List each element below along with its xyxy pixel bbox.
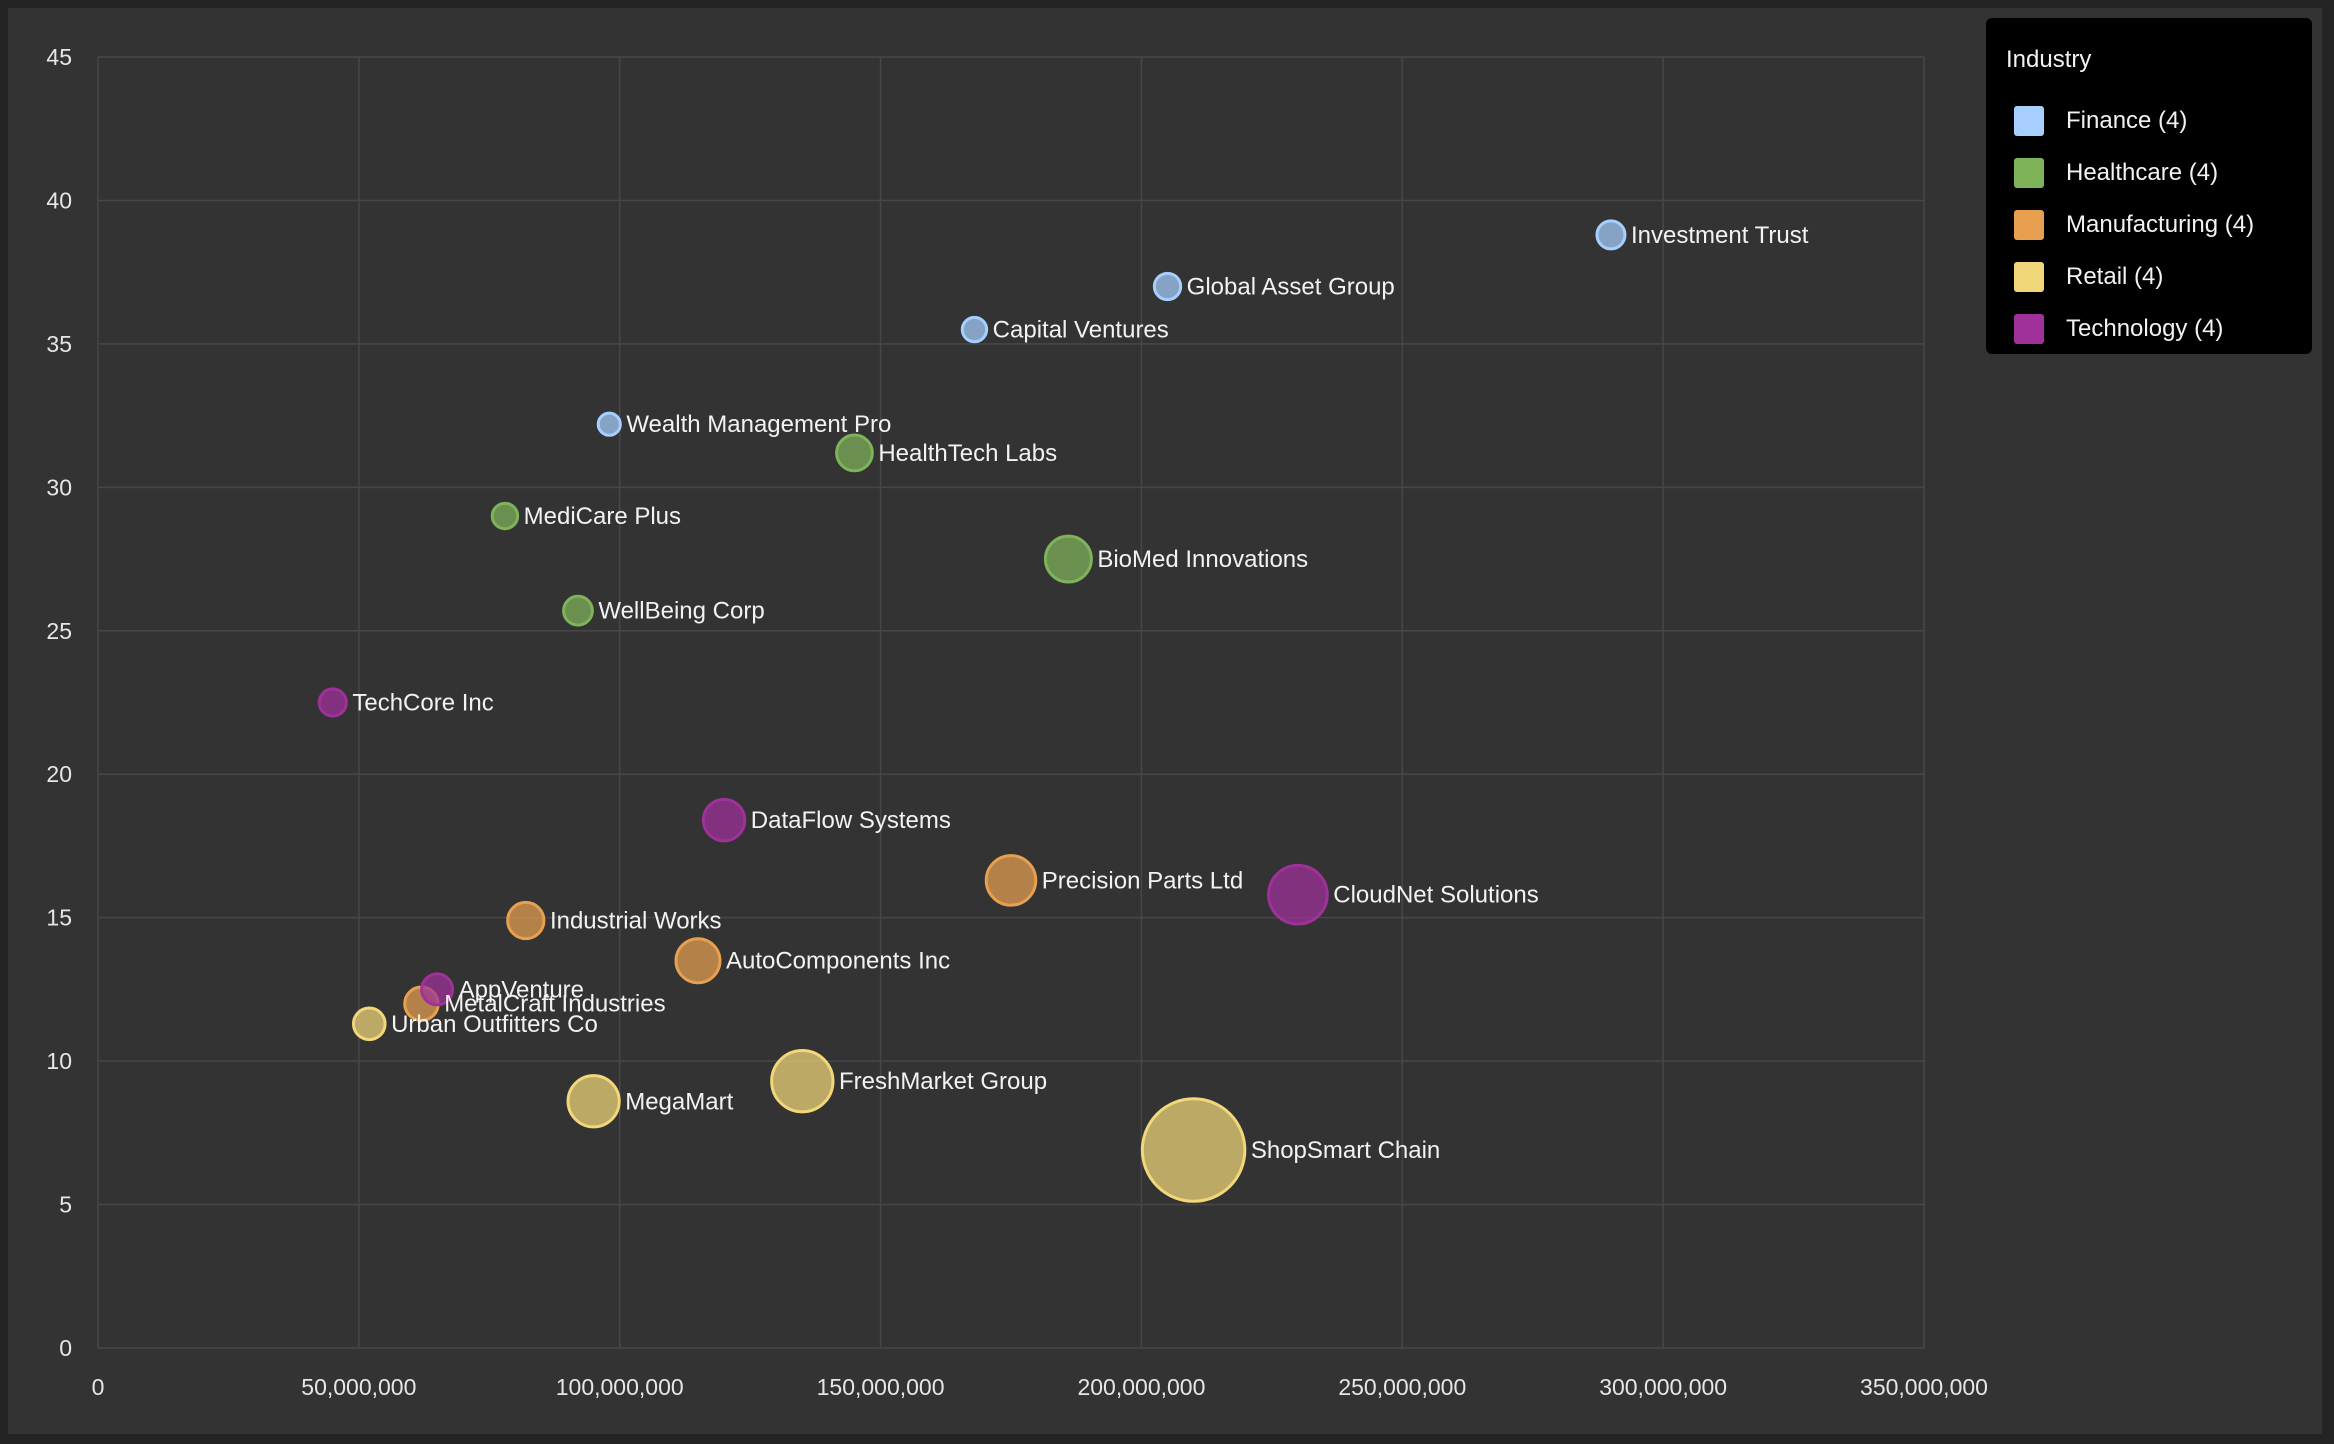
bubble-healthtech-labs[interactable] bbox=[835, 433, 874, 473]
x-tick-label: 0 bbox=[92, 1374, 105, 1400]
bubble-freshmarket-group[interactable] bbox=[770, 1049, 835, 1114]
legend-label-retail: Retail (4) bbox=[2066, 263, 2164, 290]
bubble-urban-outfitters-co[interactable] bbox=[351, 1006, 387, 1042]
bubble-label-techcore-inc: TechCore Inc bbox=[352, 690, 493, 717]
y-axis-ticks: 0 5 10 15 20 25 30 35 40 45 bbox=[46, 44, 72, 1361]
bubble-label-wealth-management-pro: Wealth Management Pro bbox=[626, 411, 891, 438]
legend-label-healthcare: Healthcare (4) bbox=[2066, 159, 2219, 186]
bubble-label-global-asset-group: Global Asset Group bbox=[1187, 274, 1395, 301]
x-tick-label: 300,000,000 bbox=[1599, 1374, 1727, 1400]
bubble-label-shopsmart-chain: ShopSmart Chain bbox=[1251, 1137, 1440, 1164]
legend-item-retail[interactable]: Retail (4) bbox=[2014, 260, 2163, 294]
legend-swatch-manufacturing bbox=[2014, 210, 2044, 240]
bubble-label-biomed-innovations: BioMed Innovations bbox=[1097, 546, 1308, 573]
legend-swatch-technology bbox=[2014, 314, 2044, 344]
y-tick-label: 10 bbox=[46, 1048, 72, 1074]
bubble-label-investment-trust: Investment Trust bbox=[1631, 222, 1809, 249]
legend-label-finance: Finance (4) bbox=[2066, 107, 2188, 134]
y-tick-label: 25 bbox=[46, 618, 72, 644]
bubble-label-precision-parts-ltd: Precision Parts Ltd bbox=[1042, 867, 1243, 894]
x-tick-label: 350,000,000 bbox=[1860, 1374, 1988, 1400]
bubble-megamart[interactable] bbox=[566, 1074, 621, 1129]
bubble-industrial-works[interactable] bbox=[506, 900, 546, 941]
y-tick-label: 45 bbox=[46, 44, 72, 70]
bubble-capital-ventures[interactable] bbox=[960, 315, 989, 344]
bubble-wealth-management-pro[interactable] bbox=[596, 411, 622, 437]
bubble-label-appventure: AppVenture bbox=[459, 976, 584, 1003]
bubble-label-medicare-plus: MediCare Plus bbox=[524, 503, 681, 530]
y-tick-label: 40 bbox=[46, 187, 72, 213]
legend-swatch-finance bbox=[2014, 106, 2044, 136]
legend-item-finance[interactable]: Finance (4) bbox=[2014, 104, 2187, 138]
legend-swatch-retail bbox=[2014, 262, 2044, 292]
grid bbox=[97, 56, 1925, 1349]
x-tick-label: 150,000,000 bbox=[817, 1374, 945, 1400]
bubble-label-urban-outfitters-co: Urban Outfitters Co bbox=[391, 1011, 598, 1038]
bubble-shopsmart-chain[interactable] bbox=[1140, 1097, 1247, 1203]
legend-swatch-healthcare bbox=[2014, 158, 2044, 188]
bubble-medicare-plus[interactable] bbox=[490, 501, 520, 531]
bubble-biomed-innovations[interactable] bbox=[1043, 534, 1093, 584]
bubble-appventure[interactable] bbox=[420, 972, 455, 1007]
bubble-label-capital-ventures: Capital Ventures bbox=[993, 317, 1169, 344]
y-tick-label: 0 bbox=[59, 1335, 72, 1361]
chart-panel bbox=[8, 8, 2322, 1434]
legend: Industry Finance (4) Healthcare (4) Manu… bbox=[1986, 18, 2312, 354]
bubble-label-industrial-works: Industrial Works bbox=[550, 908, 722, 935]
y-tick-label: 5 bbox=[59, 1192, 72, 1218]
bubble-label-metalcraft-industries: MetalCraft Industries bbox=[444, 991, 665, 1018]
y-tick-label: 35 bbox=[46, 331, 72, 357]
legend-label-technology: Technology (4) bbox=[2066, 315, 2224, 342]
legend-label-manufacturing: Manufacturing (4) bbox=[2066, 211, 2255, 238]
bubble-label-megamart: MegaMart bbox=[625, 1088, 733, 1115]
point-labels: ShopSmart Chain FreshMarket Group CloudNet… bbox=[352, 222, 1808, 1164]
bubble-investment-trust[interactable] bbox=[1595, 219, 1627, 251]
legend-item-technology[interactable]: Technology (4) bbox=[2014, 312, 2223, 346]
bubble-dataflow-systems[interactable] bbox=[701, 797, 747, 843]
y-tick-label: 20 bbox=[46, 761, 72, 787]
bubble-label-autocomponents-inc: AutoComponents Inc bbox=[726, 948, 950, 975]
bubble-global-asset-group[interactable] bbox=[1152, 271, 1183, 302]
legend-item-healthcare[interactable]: Healthcare (4) bbox=[2014, 156, 2218, 190]
bubble-label-freshmarket-group: FreshMarket Group bbox=[839, 1068, 1047, 1095]
y-tick-label: 15 bbox=[46, 905, 72, 931]
bubble-techcore-inc[interactable] bbox=[317, 687, 348, 718]
bubble-label-cloudnet-solutions: CloudNet Solutions bbox=[1333, 882, 1538, 909]
bubble-wellbeing-corp[interactable] bbox=[562, 594, 594, 627]
x-tick-label: 100,000,000 bbox=[556, 1374, 684, 1400]
x-axis-ticks: 0 50,000,000 100,000,000 150,000,000 200,000… bbox=[92, 1374, 1988, 1400]
bubble-cloudnet-solutions[interactable] bbox=[1267, 863, 1329, 926]
bubble-label-dataflow-systems: DataFlow Systems bbox=[751, 807, 951, 834]
data-points bbox=[317, 219, 1627, 1203]
y-tick-label: 30 bbox=[46, 474, 72, 500]
bubble-label-wellbeing-corp: WellBeing Corp bbox=[598, 598, 764, 625]
bubble-autocomponents-inc[interactable] bbox=[674, 937, 722, 985]
bubble-precision-parts-ltd[interactable] bbox=[984, 854, 1038, 907]
x-tick-label: 50,000,000 bbox=[301, 1374, 416, 1400]
legend-item-manufacturing[interactable]: Manufacturing (4) bbox=[2014, 208, 2254, 242]
bubble-label-healthtech-labs: HealthTech Labs bbox=[878, 440, 1057, 467]
x-tick-label: 250,000,000 bbox=[1338, 1374, 1466, 1400]
legend-title: Industry bbox=[2006, 46, 2092, 73]
x-tick-label: 200,000,000 bbox=[1077, 1374, 1205, 1400]
